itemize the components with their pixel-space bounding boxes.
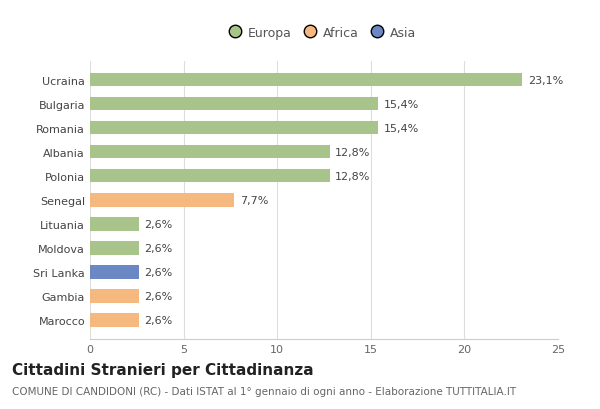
Bar [90, 218, 139, 231]
Bar [90, 98, 378, 111]
Text: 7,7%: 7,7% [240, 196, 268, 205]
Legend: Europa, Africa, Asia: Europa, Africa, Asia [228, 23, 420, 43]
Text: 15,4%: 15,4% [384, 99, 419, 110]
Text: 2,6%: 2,6% [144, 267, 173, 277]
Text: Cittadini Stranieri per Cittadinanza: Cittadini Stranieri per Cittadinanza [12, 362, 314, 377]
Text: 2,6%: 2,6% [144, 243, 173, 253]
Text: 15,4%: 15,4% [384, 124, 419, 133]
Text: 12,8%: 12,8% [335, 148, 371, 157]
Text: 2,6%: 2,6% [144, 219, 173, 229]
Text: 12,8%: 12,8% [335, 171, 371, 182]
Bar [90, 290, 139, 303]
Text: 2,6%: 2,6% [144, 291, 173, 301]
Text: 23,1%: 23,1% [528, 76, 563, 85]
Bar [90, 194, 234, 207]
Text: COMUNE DI CANDIDONI (RC) - Dati ISTAT al 1° gennaio di ogni anno - Elaborazione : COMUNE DI CANDIDONI (RC) - Dati ISTAT al… [12, 387, 516, 396]
Bar [90, 266, 139, 279]
Bar [90, 242, 139, 255]
Bar [90, 122, 378, 135]
Bar [90, 146, 329, 159]
Bar [90, 170, 329, 183]
Text: 2,6%: 2,6% [144, 315, 173, 325]
Bar [90, 74, 523, 87]
Bar [90, 314, 139, 327]
